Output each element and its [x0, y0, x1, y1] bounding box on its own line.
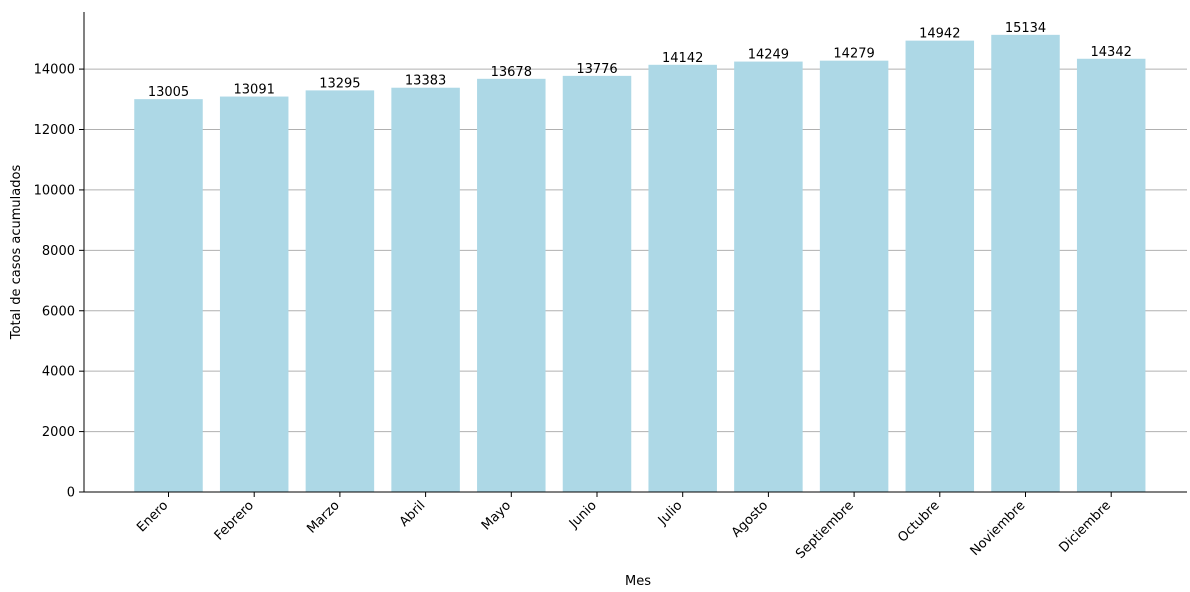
data-label-mayo: 13678	[491, 65, 532, 80]
y-tick-label: 8000	[42, 244, 75, 259]
bar-enero	[134, 99, 203, 493]
y-tick-label: 0	[67, 486, 75, 501]
y-tick-label: 10000	[34, 183, 75, 198]
bars	[134, 34, 1146, 493]
x-axis-label: Mes	[625, 574, 651, 589]
y-tick-label: 6000	[42, 304, 75, 319]
y-axis-label: Total de casos acumulados	[9, 165, 24, 341]
x-tick-label-febrero: Febrero	[212, 498, 257, 543]
bar-septiembre	[819, 60, 889, 492]
y-tick-label: 14000	[34, 63, 75, 78]
x-tick-label-junio: Junio	[566, 498, 600, 532]
bar-abril	[391, 87, 460, 492]
bar-octubre	[905, 40, 975, 493]
y-tick-label: 2000	[42, 425, 75, 440]
bar-agosto	[734, 61, 803, 492]
x-tick-label-octubre: Octubre	[895, 498, 942, 545]
x-tick-label-marzo: Marzo	[304, 498, 342, 536]
data-label-diciembre: 14342	[1091, 45, 1132, 60]
bar-junio	[562, 75, 632, 492]
x-tick-label-noviembre: Noviembre	[968, 498, 1029, 559]
x-tick-label-abril: Abril	[397, 498, 429, 530]
x-tick-label-agosto: Agosto	[729, 498, 771, 540]
bar-febrero	[219, 96, 289, 492]
data-label-enero: 13005	[148, 85, 189, 100]
bar-marzo	[305, 90, 375, 493]
bar-diciembre	[1076, 58, 1146, 493]
x-tick-label-diciembre: Diciembre	[1056, 498, 1114, 556]
x-tick-label-septiembre: Septiembre	[793, 498, 857, 562]
bar-julio	[648, 64, 717, 492]
bar-noviembre	[991, 34, 1060, 492]
data-label-febrero: 13091	[234, 83, 275, 98]
y-tick-label: 4000	[42, 365, 75, 380]
x-tick-label-mayo: Mayo	[479, 498, 514, 533]
data-label-septiembre: 14279	[833, 47, 874, 62]
x-tick-label-julio: Julio	[655, 498, 686, 529]
data-label-junio: 13776	[576, 62, 617, 77]
y-tick-label: 12000	[34, 123, 75, 138]
data-label-agosto: 14249	[748, 48, 789, 63]
data-label-marzo: 13295	[319, 76, 360, 91]
data-label-octubre: 14942	[919, 27, 960, 42]
data-labels: 13005 13091 13295 13383 13678 13776 14142 14249…	[148, 21, 1132, 100]
data-label-abril: 13383	[405, 74, 446, 89]
data-label-julio: 14142	[662, 51, 703, 66]
bar-mayo	[477, 78, 546, 492]
x-tick-label-enero: Enero	[134, 498, 171, 535]
data-label-noviembre: 15134	[1005, 21, 1046, 36]
